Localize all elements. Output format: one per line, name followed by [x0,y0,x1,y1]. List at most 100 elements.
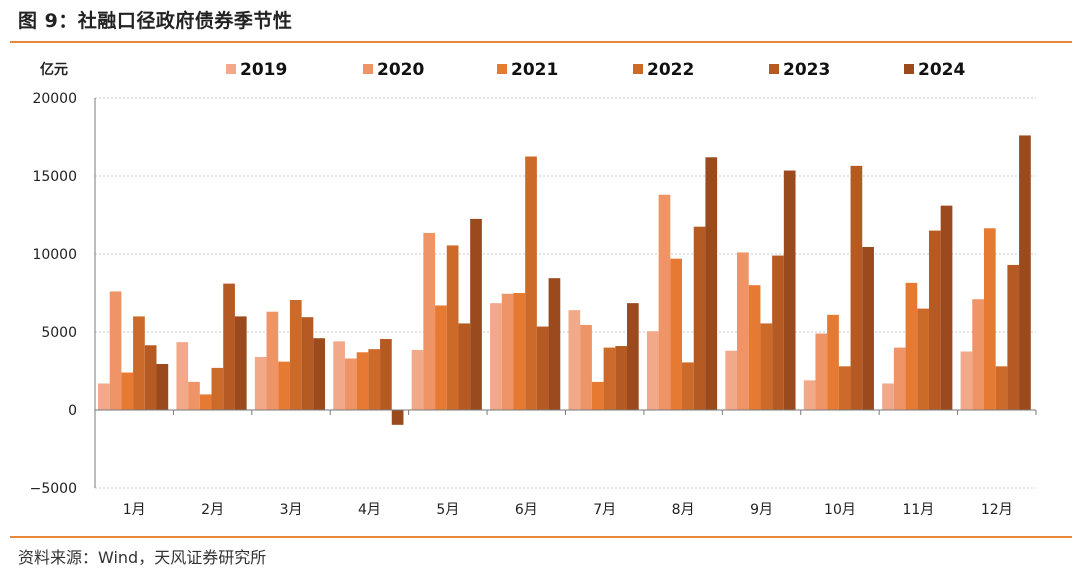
bar-2022-3 [289,300,302,410]
bar-2021-2 [199,394,212,410]
x-tick-label: 10月 [824,502,856,518]
bar-2020-2 [188,381,200,410]
bar-2021-10 [827,314,839,410]
bar-2023-8 [693,226,706,410]
bar-2019-11 [882,383,894,410]
bar-2023-6 [536,326,549,410]
bar-2024-12 [1019,135,1031,410]
bar-2022-2 [211,367,224,410]
bar-2021-11 [905,282,918,410]
y-tick-label: 5000 [41,325,77,341]
bar-2023-2 [223,283,235,410]
bar-2020-3 [266,311,279,410]
bar-2022-10 [838,366,851,410]
bar-2020-11 [893,347,906,410]
bar-2024-3 [313,338,326,410]
bar-2021-8 [670,258,683,410]
bar-2022-11 [917,308,929,410]
source-divider [10,536,1072,538]
bar-2019-7 [568,310,581,410]
x-tick-label: 8月 [672,502,695,518]
bar-2019-6 [490,303,502,410]
bar-2023-5 [458,323,471,410]
x-tick-label: 2月 [201,502,224,518]
bar-2024-10 [862,246,874,410]
legend-label-2020: 2020 [377,60,424,80]
bar-2022-4 [368,349,381,410]
legend-label-2021: 2021 [511,60,558,80]
bar-2019-1 [98,383,110,410]
bar-2024-8 [705,157,718,410]
legend-swatch-2024 [904,64,914,74]
bar-2020-7 [580,324,592,410]
bar-2023-3 [301,317,314,410]
bar-2020-1 [109,291,122,410]
x-tick-label: 4月 [358,502,381,518]
x-tick-label: 12月 [981,502,1013,518]
title-divider [10,41,1072,43]
bar-2020-6 [501,293,514,410]
x-tick-label: 6月 [515,502,538,518]
bar-2024-4 [391,410,404,425]
bar-2022-5 [446,245,459,410]
y-tick-label: 10000 [32,247,77,263]
y-tick-label: 15000 [32,169,77,185]
bar-2020-8 [658,194,671,410]
legend-swatch-2023 [769,64,779,74]
bar-2020-4 [344,358,357,410]
bar-2023-10 [850,165,863,410]
bar-2020-12 [972,299,984,410]
bar-2021-9 [748,285,761,410]
legend-label-2019: 2019 [240,60,287,80]
bar-chart: −5000 0 5000 10000 15000 20000 1月 2月 3月 4月 5月 6月 7月 8… [30,60,1037,518]
y-tick-label: 20000 [32,91,77,107]
bar-2024-9 [783,170,796,410]
bar-2020-5 [423,232,436,410]
legend-swatch-2020 [363,64,373,74]
bar-2023-7 [615,346,627,410]
bar-2022-6 [525,156,537,410]
bar-2024-1 [156,363,169,410]
bar-2024-2 [234,316,247,410]
legend-label-2023: 2023 [783,60,830,80]
bar-2019-12 [960,351,973,410]
x-tick-label: 1月 [123,502,146,518]
bar-2022-9 [760,323,773,410]
bar-2019-3 [254,356,267,410]
bar-2023-12 [1007,264,1020,410]
bar-2019-10 [803,380,816,410]
bar-2021-7 [591,381,604,410]
bar-2022-12 [995,366,1008,410]
bar-2022-1 [133,316,145,410]
bar-2021-12 [983,228,996,410]
bar-2021-3 [278,361,290,410]
x-tick-label: 9月 [750,502,773,518]
bar-2024-5 [470,218,482,410]
legend-swatch-2019 [226,64,236,74]
bar-2019-2 [176,342,189,410]
bar-2022-8 [682,362,694,410]
legend-label-2022: 2022 [647,60,694,80]
x-tick-label: 3月 [280,502,303,518]
bar-2024-11 [940,205,953,410]
bar-2024-6 [548,278,561,410]
legend-label-2024: 2024 [918,60,965,80]
bar-2022-7 [603,347,616,410]
bar-2019-8 [646,331,659,410]
bar-2020-10 [815,333,828,410]
x-tick-label: 7月 [593,502,616,518]
bar-2021-4 [356,352,369,410]
bar-2021-6 [513,293,526,410]
x-tick-label: 11月 [902,502,934,518]
bar-2020-9 [737,252,749,410]
bar-2023-9 [772,255,784,410]
bar-2023-4 [380,339,392,410]
bar-2019-9 [725,350,738,410]
bar-2024-7 [627,303,639,410]
legend-swatch-2022 [633,64,643,74]
y-unit-label: 亿元 [40,61,68,78]
figure-source: 资料来源：Wind，天风证券研究所 [18,548,267,567]
x-tick-label: 5月 [436,502,459,518]
bar-2021-1 [121,372,134,410]
y-tick-label: 0 [68,403,77,419]
